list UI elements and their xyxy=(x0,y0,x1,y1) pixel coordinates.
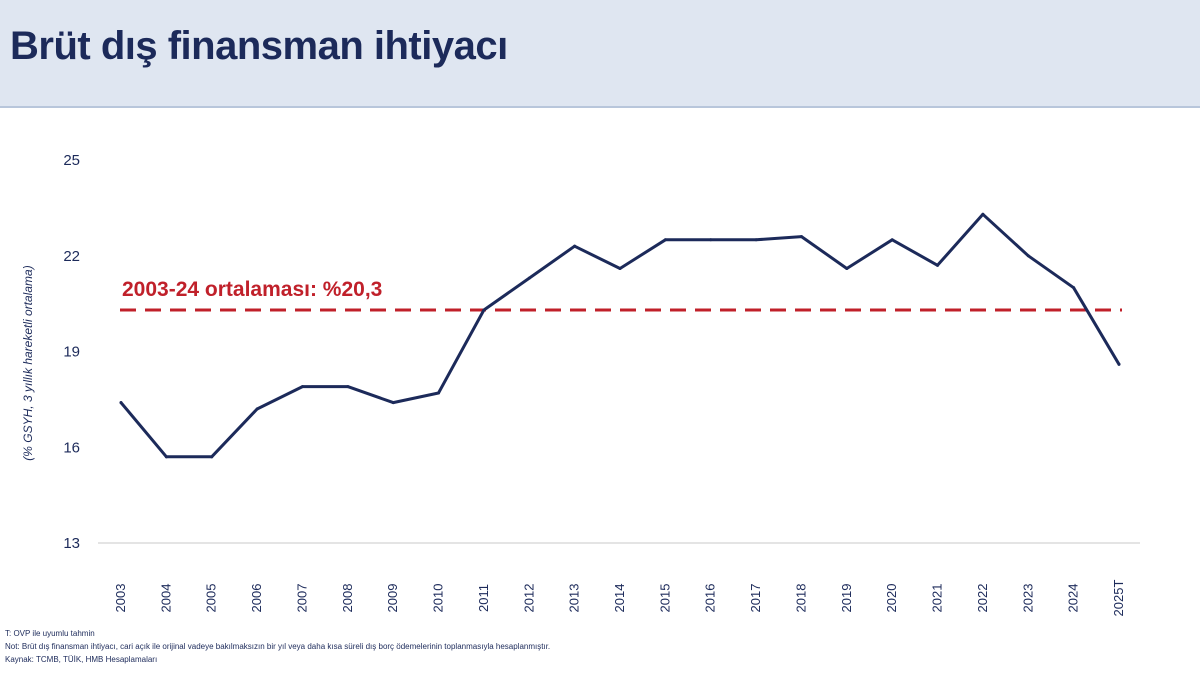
x-tick-label: 2013 xyxy=(567,584,582,613)
x-tick-label: 2005 xyxy=(204,584,219,613)
data-point xyxy=(981,212,985,216)
x-tick-label: 2007 xyxy=(294,584,309,613)
data-point xyxy=(119,401,123,405)
footnotes: T: OVP ile uyumlu tahmin Not: Brüt dış f… xyxy=(5,627,550,666)
footnote-note: Not: Brüt dış finansman ihtiyacı, cari a… xyxy=(5,642,551,651)
x-tick-label: 2022 xyxy=(975,584,990,613)
series-line xyxy=(119,212,1121,459)
data-point xyxy=(437,391,441,395)
data-point xyxy=(709,238,713,242)
x-tick-label: 2010 xyxy=(431,584,446,613)
y-tick-label: 16 xyxy=(63,439,80,456)
x-tick-label: 2004 xyxy=(158,584,173,613)
x-tick-label: 2014 xyxy=(612,584,627,613)
data-point xyxy=(663,238,667,242)
footnote-source: Kaynak: TCMB, TÜİK, HMB Hesaplamaları xyxy=(5,655,158,664)
x-tick-label: 2020 xyxy=(884,584,899,613)
data-point xyxy=(936,263,940,267)
data-point xyxy=(255,407,259,411)
data-point xyxy=(346,385,350,389)
header-bar: Brüt dış finansman ihtiyacı xyxy=(0,0,1200,108)
data-point xyxy=(890,238,894,242)
y-tick-label: 25 xyxy=(63,152,80,169)
data-point xyxy=(1117,362,1121,366)
x-tick-label: 2015 xyxy=(657,584,672,613)
data-point xyxy=(618,267,622,271)
x-tick-label: 2021 xyxy=(930,584,945,613)
data-point xyxy=(164,455,168,459)
data-point xyxy=(527,276,531,280)
data-point xyxy=(210,455,214,459)
x-tick-label: 2025T xyxy=(1111,580,1126,617)
data-point xyxy=(754,238,758,242)
x-tick-label: 2012 xyxy=(521,584,536,613)
x-tick-label: 2009 xyxy=(385,584,400,613)
data-point xyxy=(845,267,849,271)
page-title: Brüt dış finansman ihtiyacı xyxy=(10,24,508,68)
x-tick-label: 2016 xyxy=(703,584,718,613)
data-point xyxy=(1026,254,1030,258)
y-tick-label: 19 xyxy=(63,344,80,361)
x-tick-label: 2006 xyxy=(249,584,264,613)
data-point xyxy=(1072,286,1076,290)
x-tick-label: 2023 xyxy=(1020,584,1035,613)
y-tick-label: 13 xyxy=(63,535,80,552)
data-point xyxy=(573,244,577,248)
data-point xyxy=(799,235,803,239)
average-label: 2003-24 ortalaması: %20,3 xyxy=(122,278,382,301)
x-tick-label: 2018 xyxy=(793,584,808,613)
x-tick-label: 2003 xyxy=(113,584,128,613)
x-tick-label: 2017 xyxy=(748,584,763,613)
data-point xyxy=(482,308,486,312)
x-tick-label: 2011 xyxy=(476,584,491,612)
x-tick-label: 2019 xyxy=(839,584,854,613)
y-tick-label: 22 xyxy=(63,248,80,265)
footnote-forecast: T: OVP ile uyumlu tahmin xyxy=(5,629,95,638)
x-tick-label: 2024 xyxy=(1066,584,1081,613)
x-tick-label: 2008 xyxy=(340,584,355,613)
data-point xyxy=(391,401,395,405)
data-point xyxy=(300,385,304,389)
